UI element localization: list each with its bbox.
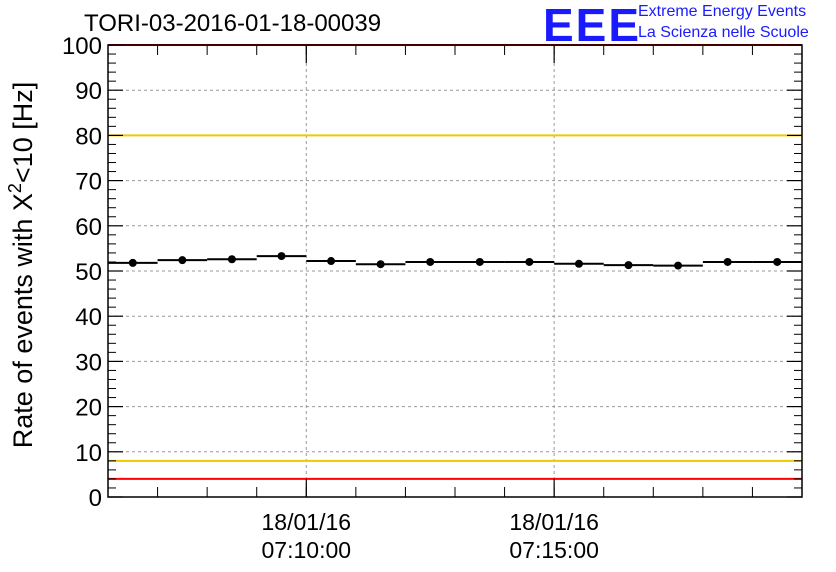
grid-layer	[108, 45, 802, 497]
y-tick-label: 0	[89, 485, 102, 512]
chart-title: TORI-03-2016-01-18-00039	[84, 10, 382, 37]
eee-logo: EEE	[543, 0, 642, 51]
y-tick-label: 30	[75, 349, 102, 376]
axis-labels: 010203040506070809010018/01/1607:10:0018…	[62, 33, 599, 563]
data-point	[674, 261, 683, 270]
data-point	[376, 260, 385, 269]
data-point	[128, 258, 137, 267]
x-tick-time: 07:10:00	[262, 537, 352, 563]
y-tick-label: 80	[75, 123, 102, 150]
y-tick-label: 90	[75, 78, 102, 105]
data-point	[723, 257, 732, 266]
data-point	[525, 257, 534, 266]
logo-line-2: La Scienza nelle Scuole	[638, 24, 809, 41]
data-point	[178, 256, 187, 265]
y-tick-label: 10	[75, 440, 102, 467]
y-tick-label: 50	[75, 259, 102, 286]
y-tick-label: 20	[75, 395, 102, 422]
y-axis-label: Rate of events with X2<10 [Hz]	[5, 82, 38, 448]
x-tick-date: 18/01/16	[262, 509, 352, 535]
data-point	[475, 257, 484, 266]
y-tick-label: 70	[75, 169, 102, 196]
data-point	[227, 255, 236, 264]
x-tick-time: 07:15:00	[509, 537, 599, 563]
data-point	[624, 261, 633, 270]
data-point	[327, 257, 336, 266]
data-point	[426, 257, 435, 266]
y-tick-label: 60	[75, 214, 102, 241]
x-tick-date: 18/01/16	[509, 509, 599, 535]
data-point	[773, 257, 782, 266]
data-point	[574, 259, 583, 268]
data-point	[277, 252, 286, 261]
y-tick-label: 100	[62, 33, 102, 60]
data-series	[108, 252, 802, 270]
y-tick-label: 40	[75, 304, 102, 331]
axis-ticks	[107, 44, 803, 498]
logo-line-1: Extreme Energy Events	[638, 3, 807, 20]
